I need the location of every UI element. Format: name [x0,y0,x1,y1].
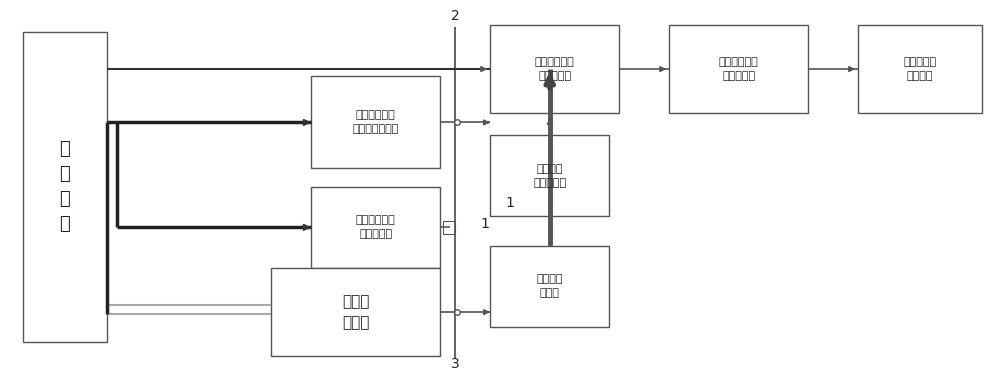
Text: 控
制
电
源: 控 制 电 源 [60,140,70,233]
Bar [858,25,982,113]
Text: 微机保
护装置: 微机保 护装置 [342,294,369,330]
Bar [443,221,455,234]
Text: 机械防跳继电
器常开自锁触头: 机械防跳继电 器常开自锁触头 [353,111,399,135]
Text: 1: 1 [480,217,489,231]
Bar [669,25,808,113]
Text: 高压断路器
合闸线圈: 高压断路器 合闸线圈 [904,57,937,81]
Text: 合闸出口
继电器: 合闸出口 继电器 [536,274,563,298]
Text: 1: 1 [506,196,514,210]
Text: 机械防跳
继电器线圈: 机械防跳 继电器线圈 [533,164,566,188]
Text: 机械防跳继电
器常闭触头: 机械防跳继电 器常闭触头 [535,57,575,81]
Bar [490,25,619,113]
Bar [311,187,440,268]
Text: 高压断路器辅
助常开触头: 高压断路器辅 助常开触头 [356,215,396,239]
Text: 高压断路器辅
助常闭触头: 高压断路器辅 助常闭触头 [719,57,759,81]
Text: 3: 3 [451,357,460,370]
Bar [23,32,107,342]
Bar [271,268,440,356]
Bar [311,76,440,168]
Text: 2: 2 [451,9,460,22]
Bar [490,135,609,216]
Bar [490,246,609,327]
